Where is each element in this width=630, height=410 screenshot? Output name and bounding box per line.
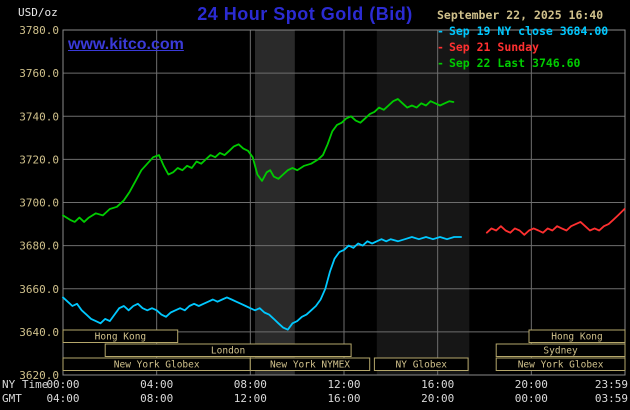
legend-dash-icon: - — [437, 40, 444, 54]
legend-label: Sep 21 Sunday — [448, 40, 539, 54]
x-tick-gmt: 08:00 — [140, 392, 173, 405]
legend-label: Sep 19 NY close 3684.00 — [448, 24, 609, 38]
session-label: Hong Kong — [551, 332, 602, 343]
session-label: NY Globex — [396, 360, 448, 371]
session-box: Hong Kong — [528, 329, 626, 343]
session-box: NY Globex — [373, 357, 469, 371]
legend: - Sep 19 NY close 3684.00- Sep 21 Sunday - S… — [437, 24, 608, 70]
session-label: New York Globex — [518, 360, 604, 371]
timestamp: September 22, 2025 16:40 — [437, 8, 604, 22]
y-tick-label: 3720.0 — [19, 153, 59, 166]
legend-item: - Sep 19 NY close 3684.00 — [437, 24, 608, 38]
x-tick-gmt: 03:59 — [595, 392, 628, 405]
x-tick-gmt: 00:00 — [515, 392, 548, 405]
page-title: 24 Hour Spot Gold (Bid) — [197, 4, 413, 24]
x-tick-gmt: 12:00 — [234, 392, 267, 405]
x-tick-gmt: 20:00 — [421, 392, 454, 405]
session-label: New York Globex — [114, 360, 200, 371]
y-tick-label: 3700.0 — [19, 197, 59, 210]
x-tick-ny: 08:00 — [234, 378, 267, 391]
x-tick-ny: 23:59 — [595, 378, 628, 391]
x-tick-ny: 00:00 — [46, 378, 79, 391]
y-tick-label: 3660.0 — [19, 283, 59, 296]
plot-border — [62, 29, 626, 376]
y-tick-label: 3780.0 — [19, 24, 59, 37]
x-tick-ny: 20:00 — [515, 378, 548, 391]
y-tick-label: 3680.0 — [19, 240, 59, 253]
session-box: Hong Kong — [62, 329, 179, 343]
kitco-watermark-link[interactable]: www.kitco.com — [68, 36, 184, 53]
session-box: New York Globex — [62, 357, 251, 371]
session-label: Sydney — [543, 346, 578, 357]
y-tick-label: 3760.0 — [19, 67, 59, 80]
x-axis-primary-label: NY Time — [2, 378, 48, 391]
series-line-sep-21-sunday — [485, 208, 626, 236]
session-box: New York Globex — [495, 357, 626, 371]
x-axis-secondary-label: GMT — [2, 392, 22, 405]
session-box: London — [104, 343, 352, 357]
x-tick-ny: 04:00 — [140, 378, 173, 391]
legend-label: Sep 22 Last 3746.60 — [448, 56, 581, 70]
session-label: Hong Kong — [95, 332, 146, 343]
x-tick-ny: 16:00 — [421, 378, 454, 391]
series-line-sep-22-last — [62, 98, 455, 223]
y-tick-label: 3640.0 — [19, 326, 59, 339]
legend-dash-icon: - — [437, 56, 444, 70]
unit-label: USD/oz — [18, 6, 58, 19]
y-tick-label: 3620.0 — [19, 369, 59, 382]
legend-item: - Sep 21 Sunday — [437, 40, 608, 54]
session-label: London — [211, 346, 245, 357]
session-box: Sydney — [495, 343, 626, 357]
x-tick-gmt: 16:00 — [327, 392, 360, 405]
series-line-sep-19-ny-close — [62, 236, 463, 331]
x-tick-ny: 12:00 — [327, 378, 360, 391]
session-label: New York NYMEX — [270, 360, 350, 371]
x-tick-gmt: 04:00 — [46, 392, 79, 405]
legend-dash-icon: - — [437, 24, 444, 38]
y-tick-label: 3740.0 — [19, 110, 59, 123]
session-box: New York NYMEX — [249, 357, 371, 371]
legend-item: - Sep 22 Last 3746.60 — [437, 56, 608, 70]
